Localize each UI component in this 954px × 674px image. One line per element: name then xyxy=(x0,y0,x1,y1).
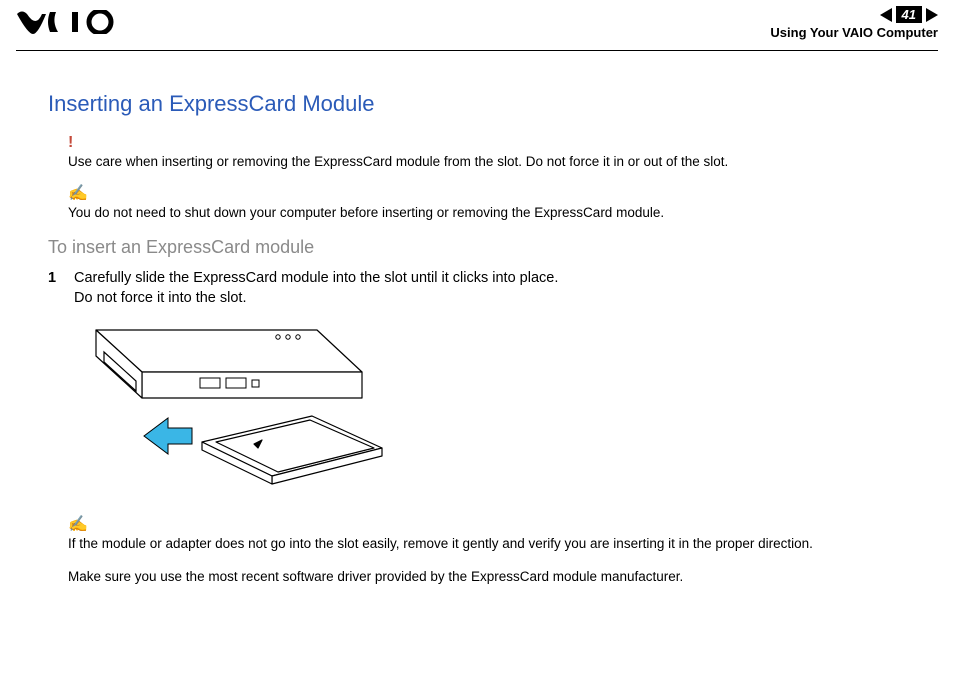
note-text: You do not need to shut down your comput… xyxy=(68,204,922,223)
note-block-2: ✍ If the module or adapter does not go i… xyxy=(68,517,922,554)
page-nav: 41 xyxy=(770,6,938,23)
header-right: 41 Using Your VAIO Computer xyxy=(770,6,938,40)
expresscard-illustration xyxy=(82,320,922,505)
step-1: 1 Carefully slide the ExpressCard module… xyxy=(48,268,922,309)
note-icon: ✍ xyxy=(68,186,922,202)
caution-text: Use care when inserting or removing the … xyxy=(68,153,922,172)
note-icon: ✍ xyxy=(68,517,922,533)
page-number: 41 xyxy=(896,6,922,23)
body-paragraph: Make sure you use the most recent softwa… xyxy=(68,568,922,587)
next-page-arrow-icon[interactable] xyxy=(926,8,938,22)
step-line-2: Do not force it into the slot. xyxy=(74,288,558,308)
page-content: Inserting an ExpressCard Module ! Use ca… xyxy=(0,51,954,587)
page-header: 41 Using Your VAIO Computer xyxy=(0,0,954,50)
vaio-logo xyxy=(16,10,126,39)
note-text: If the module or adapter does not go int… xyxy=(68,535,922,554)
prev-page-arrow-icon[interactable] xyxy=(880,8,892,22)
step-text: Carefully slide the ExpressCard module i… xyxy=(74,268,558,309)
note-block-1: ✍ You do not need to shut down your comp… xyxy=(68,186,922,223)
page-title: Inserting an ExpressCard Module xyxy=(48,91,922,117)
subsection-title: To insert an ExpressCard module xyxy=(48,237,922,258)
caution-block: ! Use care when inserting or removing th… xyxy=(68,135,922,172)
section-title: Using Your VAIO Computer xyxy=(770,25,938,40)
step-line-1: Carefully slide the ExpressCard module i… xyxy=(74,268,558,288)
step-number: 1 xyxy=(48,268,60,309)
caution-icon: ! xyxy=(68,135,922,151)
